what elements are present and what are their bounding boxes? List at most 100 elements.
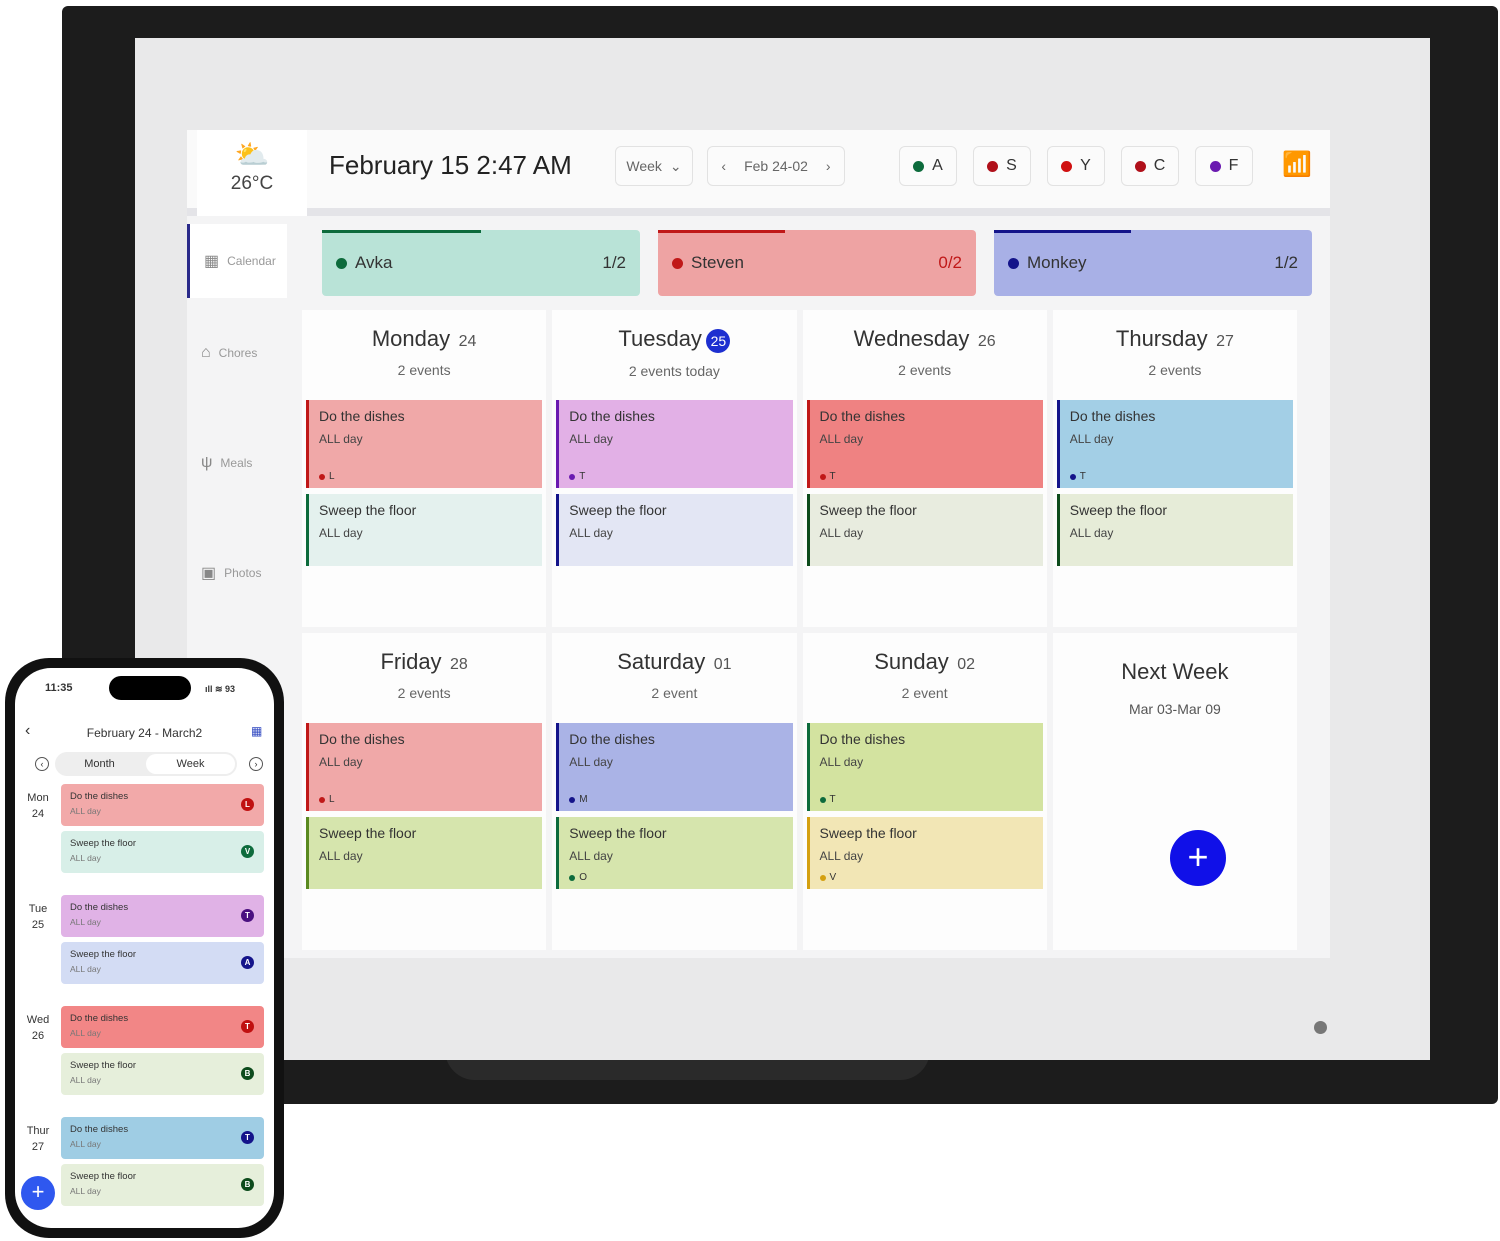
- event-card[interactable]: Do the dishes ALL day L: [306, 400, 543, 488]
- sidebar-item-chores[interactable]: ⌂ Chores: [187, 298, 287, 408]
- calendar-icon[interactable]: ▦: [251, 724, 263, 738]
- day-column-thursday: Thursday 27 2 events Do the dishes ALL day T…: [1052, 310, 1297, 627]
- progress-card-avka[interactable]: Avka 1/2: [322, 230, 640, 296]
- day-title: Thursday 27: [1053, 326, 1297, 352]
- event-card[interactable]: Do the dishes ALL day T: [556, 400, 793, 488]
- event-title: Sweep the floor: [70, 1171, 137, 1182]
- event-card[interactable]: Do the dishes ALL day T: [806, 723, 1043, 811]
- day-header[interactable]: Saturday 01 2 event: [552, 633, 796, 723]
- event-card[interactable]: Sweep the floor ALL day O: [556, 817, 793, 889]
- member-filter-y[interactable]: Y: [1047, 146, 1105, 186]
- assignee-badge: B: [241, 1178, 254, 1191]
- event-card[interactable]: Sweep the floor ALL day A: [61, 942, 264, 984]
- next-button[interactable]: ›: [249, 757, 263, 771]
- event-title: Do the dishes: [70, 902, 129, 913]
- event-card[interactable]: Do the dishes ALL day T: [61, 895, 264, 937]
- sidebar-item-meals[interactable]: ψ Meals: [187, 408, 287, 518]
- weather-widget[interactable]: ⛅ 26°C: [197, 130, 307, 216]
- member-color-dot: [1061, 160, 1073, 172]
- event-card[interactable]: Sweep the floor ALL day: [306, 817, 543, 889]
- tab-month[interactable]: Month: [84, 758, 115, 770]
- temperature: 26°C: [230, 173, 274, 194]
- member-initial: F: [1228, 157, 1239, 174]
- member-color-dot: [1134, 160, 1146, 172]
- prev-button[interactable]: ‹: [35, 757, 49, 771]
- assignee-dot: [819, 874, 826, 881]
- next-week-button[interactable]: ›: [825, 158, 831, 174]
- event-card[interactable]: Sweep the floor ALL day: [556, 494, 793, 566]
- assignee-badge: V: [241, 845, 254, 858]
- sidebar-item-calendar[interactable]: ▦ Calendar: [187, 224, 287, 298]
- assignee-initial: T: [829, 471, 836, 482]
- event-card[interactable]: Sweep the floor ALL day V: [806, 817, 1043, 889]
- event-time: ALL day: [70, 1075, 101, 1085]
- wifi-icon[interactable]: 📶: [1282, 151, 1312, 178]
- event-card[interactable]: Do the dishes ALL day T: [61, 1117, 264, 1159]
- day-number: 27: [31, 1141, 45, 1153]
- event-time: ALL day: [819, 526, 864, 540]
- event-title: Do the dishes: [319, 731, 405, 747]
- day-header[interactable]: Wednesday 26 2 events: [803, 310, 1047, 400]
- event-card[interactable]: Do the dishes ALL day L: [306, 723, 543, 811]
- event-card[interactable]: Sweep the floor ALL day: [306, 494, 543, 566]
- view-select[interactable]: Week ⌄: [615, 146, 693, 186]
- day-number: 25: [706, 329, 731, 353]
- event-title: Do the dishes: [819, 731, 906, 747]
- member-filter-s[interactable]: S: [973, 146, 1031, 186]
- day-name: Sunday: [874, 649, 949, 674]
- back-icon[interactable]: ‹: [25, 722, 31, 739]
- progress-bar: [994, 230, 1131, 233]
- event-card[interactable]: Do the dishes ALL day T: [1056, 400, 1293, 488]
- assignee-initial: M: [579, 794, 588, 805]
- event-card[interactable]: Sweep the floor ALL day: [806, 494, 1043, 566]
- event-card[interactable]: Sweep the floor ALL day V: [61, 831, 264, 873]
- phone-title: February 24 - March2: [86, 726, 203, 740]
- event-count: 2 events: [397, 685, 451, 701]
- day-header[interactable]: Monday 24 2 events: [302, 310, 546, 400]
- event-card[interactable]: Sweep the floor ALL day: [1056, 494, 1293, 566]
- event-title: Do the dishes: [70, 1124, 129, 1135]
- day-of-week: Thur: [26, 1125, 50, 1137]
- member-filter-c[interactable]: C: [1121, 146, 1179, 186]
- progress-card-monkey[interactable]: Monkey 1/2: [994, 230, 1312, 296]
- assignee-initial: L: [329, 794, 335, 805]
- day-header[interactable]: Tuesday 25 2 events today: [552, 310, 796, 400]
- event-card[interactable]: Do the dishes ALL day T: [61, 1006, 264, 1048]
- chevron-down-icon: ⌄: [669, 157, 682, 174]
- event-card[interactable]: Do the dishes ALL day T: [806, 400, 1043, 488]
- sidebar-item-photos[interactable]: ▣ Photos: [187, 518, 287, 628]
- phone-day-wed: Wed 26 Do the dishes ALL day T Sweep the floo…: [15, 1006, 274, 1100]
- phone-day-tue: Tue 25 Do the dishes ALL day T Sweep the floo…: [15, 895, 274, 989]
- assignee-dot: [319, 473, 325, 480]
- day-number: 01: [713, 656, 732, 673]
- day-title: Sunday 02: [803, 649, 1047, 675]
- member-filter-f[interactable]: F: [1195, 146, 1253, 186]
- partly-cloudy-icon: ⛅: [234, 139, 270, 170]
- assignee-badge: A: [241, 956, 254, 969]
- phone-add-button[interactable]: +: [21, 1176, 55, 1210]
- day-header[interactable]: Sunday 02 2 event: [803, 633, 1047, 723]
- tab-week[interactable]: Week: [146, 754, 235, 774]
- event-card[interactable]: Do the dishes ALL day M: [556, 723, 793, 811]
- assignee-dot: [569, 874, 576, 881]
- day-number: 02: [957, 656, 976, 673]
- day-header[interactable]: Friday 28 2 events: [302, 633, 546, 723]
- event-card[interactable]: Do the dishes ALL day L: [61, 784, 264, 826]
- member-filter-a[interactable]: A: [899, 146, 957, 186]
- event-card[interactable]: Sweep the floor ALL day B: [61, 1053, 264, 1095]
- view-toggle: Month Week: [55, 752, 237, 776]
- add-event-button[interactable]: +: [1170, 830, 1226, 886]
- member-initial: Y: [1080, 157, 1091, 174]
- event-card[interactable]: Sweep the floor ALL day B: [61, 1164, 264, 1206]
- event-title: Do the dishes: [319, 408, 405, 424]
- assignee-initial: V: [829, 872, 837, 883]
- progress-card-steven[interactable]: Steven 0/2: [658, 230, 976, 296]
- calendar-icon: ▦: [204, 253, 220, 270]
- event-title: Do the dishes: [1069, 408, 1156, 424]
- next-week-cell[interactable]: Next Week Mar 03-Mar 09: [1052, 633, 1297, 950]
- progress-bar: [658, 230, 786, 233]
- broom-icon: ⌂: [201, 344, 211, 361]
- phone-screen: 11:35 ıll ≋ 93 ‹ February 24 - March2 ▦ …: [15, 668, 274, 1228]
- prev-week-button[interactable]: ‹: [721, 158, 727, 174]
- day-header[interactable]: Thursday 27 2 events: [1053, 310, 1297, 400]
